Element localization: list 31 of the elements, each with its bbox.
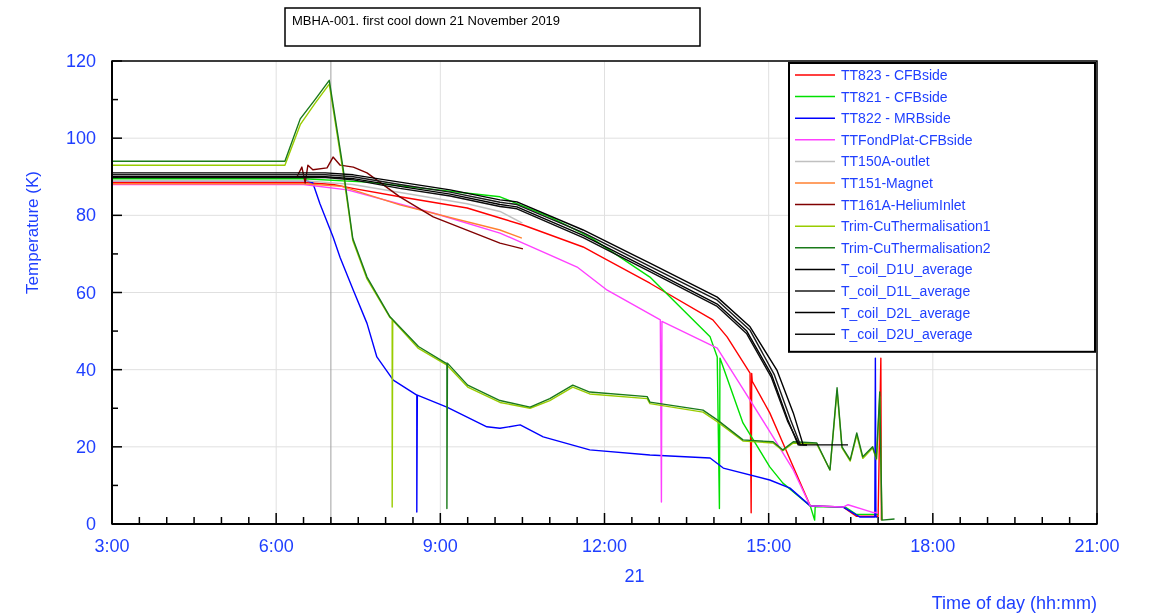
- y-tick-label: 120: [65, 51, 96, 71]
- y-tick-label: 80: [75, 205, 96, 226]
- legend-label: TT161A-HeliumInlet: [841, 196, 966, 213]
- text: 21: [624, 566, 645, 586]
- legend-label: TT822 - MRBside: [841, 110, 951, 127]
- legend-label: TTFondPlat-CFBside: [841, 131, 973, 148]
- legend-label: TT823 - CFBside: [841, 67, 948, 83]
- x-tick-label: 15:00: [746, 536, 792, 556]
- y-tick-label: 0: [85, 514, 96, 534]
- x-axis-title: Time of day (hh:mm): [931, 593, 1097, 613]
- legend-label: Trim-CuThermalisation1: [841, 218, 991, 235]
- x-tick-label: 21:00: [1074, 536, 1120, 556]
- y-tick-label: 40: [75, 359, 96, 380]
- legend-label: Trim-CuThermalisation2: [841, 239, 991, 256]
- y-tick-label: 100: [65, 128, 96, 149]
- legend-label: T_coil_D2L_average: [841, 304, 971, 321]
- chart-title: MBHA-001. first cool down 21 November 2019: [292, 13, 561, 28]
- legend-label: T_coil_D2U_average: [841, 326, 973, 343]
- x-tick-label: 18:00: [910, 536, 956, 556]
- legend-label: T_coil_D1U_average: [841, 261, 973, 278]
- y-axis-title: Temperature (K): [23, 171, 42, 294]
- x-tick-label: 6:00: [258, 536, 294, 556]
- x-tick-label: 9:00: [422, 536, 458, 556]
- y-tick-label: 20: [75, 436, 96, 457]
- legend-label: TT151-Magnet: [841, 175, 933, 191]
- x-tick-label: 12:00: [581, 536, 628, 556]
- x-tick-label: 3:00: [94, 536, 130, 556]
- legend-label: TT150A-outlet: [841, 153, 930, 170]
- y-tick-label: 60: [75, 282, 96, 303]
- legend-label: T_coil_D1L_average: [841, 283, 971, 299]
- legend-label: TT821 - CFBside: [841, 88, 948, 105]
